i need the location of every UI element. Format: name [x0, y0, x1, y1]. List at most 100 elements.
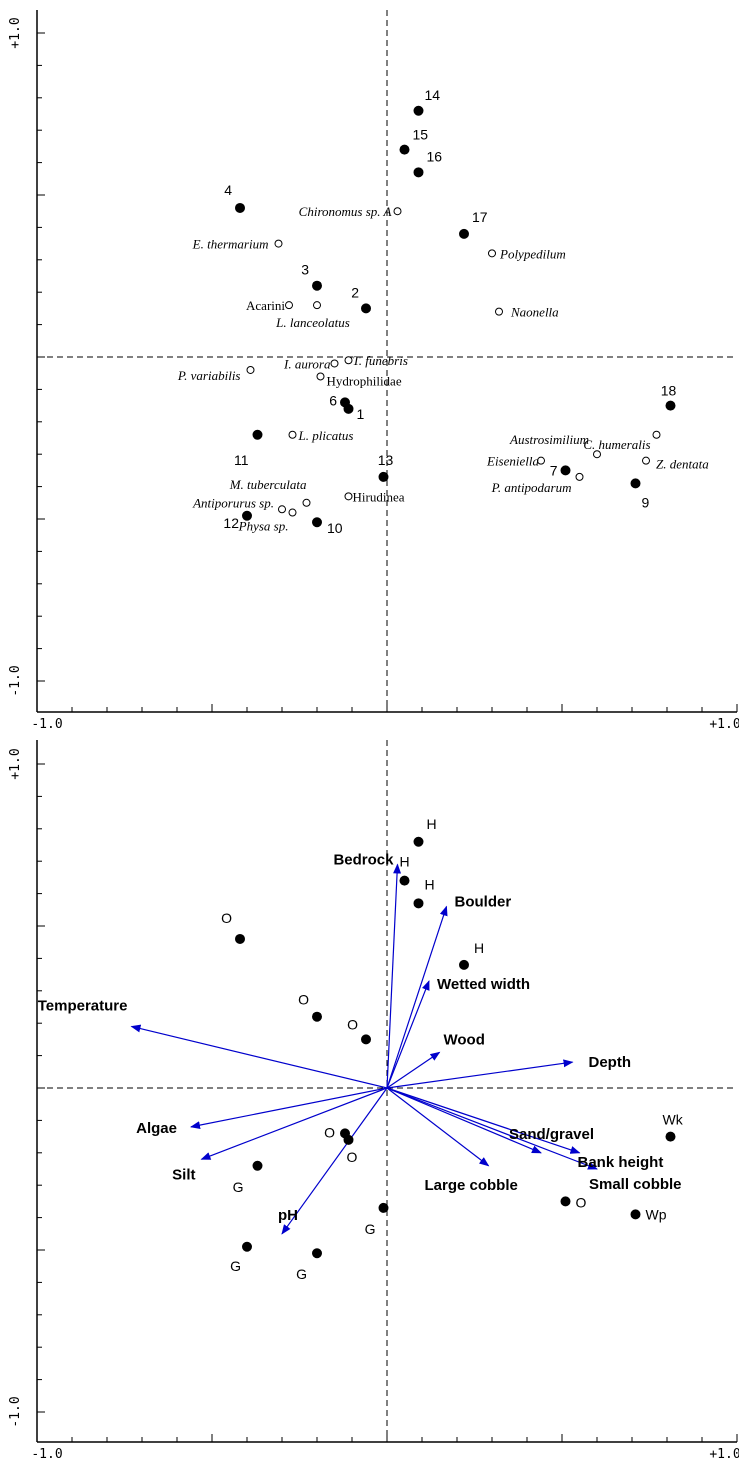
env-vector — [386, 1059, 574, 1089]
species-label: C. humeralis — [583, 437, 650, 452]
site-point — [361, 303, 371, 314]
species-point — [246, 365, 255, 374]
site-label: 18 — [661, 383, 677, 399]
species-point — [330, 359, 339, 368]
env-vector — [386, 863, 402, 1089]
species-label: Chironomus sp. A — [299, 204, 392, 219]
env-vector — [386, 1051, 441, 1089]
site-group-label: Wk — [663, 1112, 684, 1128]
species-label: Polypedilum — [499, 246, 566, 261]
species-label: Naonella — [510, 305, 559, 320]
site-point — [665, 1131, 676, 1142]
site-label: 2 — [351, 284, 359, 300]
env-vector — [386, 1087, 542, 1154]
x-min-label: -1.0 — [31, 1447, 62, 1462]
env-vector-label: Temperature — [38, 997, 128, 1014]
env-vector-label: Large cobble — [425, 1177, 518, 1194]
env-vector-label: Algae — [136, 1120, 177, 1137]
site-point — [242, 1241, 252, 1252]
site-label: 15 — [413, 127, 429, 143]
env-vector — [190, 1087, 388, 1130]
species-point — [652, 430, 661, 439]
species-label: Hirudinea — [353, 489, 405, 504]
env-vector-label: Bedrock — [333, 851, 394, 868]
site-label: 14 — [425, 87, 441, 103]
site-label: 12 — [223, 515, 239, 531]
site-point — [361, 1034, 371, 1045]
site-group-label: O — [221, 910, 232, 926]
species-point — [495, 307, 503, 316]
species-label: Z. dentata — [656, 457, 709, 472]
site-group-label: Wp — [646, 1206, 667, 1222]
site-group-label: H — [399, 854, 409, 870]
site-point — [378, 471, 389, 482]
species-label: I. aurora — [283, 356, 331, 371]
site-point — [312, 1248, 322, 1259]
species-point — [274, 239, 283, 248]
site-group-label: O — [576, 1194, 587, 1210]
env-vector — [281, 1087, 388, 1235]
site-point — [413, 167, 424, 178]
site-group-label: G — [365, 1221, 376, 1237]
site-point — [630, 478, 641, 489]
species-label: P. antipodarum — [491, 480, 572, 495]
site-group-label: G — [296, 1266, 307, 1282]
species-point — [316, 372, 325, 381]
site-point — [560, 1196, 571, 1207]
site-group-label: G — [230, 1258, 241, 1274]
site-point — [399, 144, 410, 155]
species-label: L. plicatus — [298, 428, 354, 443]
env-vector — [386, 905, 448, 1089]
env-vector — [386, 1087, 490, 1167]
site-point — [343, 1134, 354, 1145]
y-min-label: -1.0 — [8, 665, 23, 696]
panel-bottom: +1.0 -1.0 -1.0 +1.0 Bedrock Boulder Wetted wid… — [8, 740, 739, 1462]
env-vector-label: Small cobble — [589, 1176, 682, 1193]
site-point — [413, 836, 424, 847]
env-vector — [130, 1024, 388, 1089]
species-label: T. funebris — [353, 353, 408, 368]
site-group-label: O — [324, 1124, 335, 1140]
env-vector-label: Boulder — [455, 894, 512, 911]
species-point — [302, 498, 311, 507]
site-point — [343, 403, 354, 414]
env-vector-label: pH — [278, 1207, 298, 1224]
site-point — [252, 1160, 263, 1171]
species-point — [285, 301, 293, 310]
species-label: Austrosimilium — [509, 432, 589, 447]
site-point — [630, 1209, 641, 1220]
species-point — [642, 456, 650, 465]
site-point — [242, 510, 252, 521]
site-point — [413, 105, 424, 116]
env-vector — [200, 1087, 388, 1160]
species-label: Antiporurus sp. — [192, 495, 274, 510]
y-max-label: +1.0 — [8, 748, 23, 779]
x-min-label: -1.0 — [31, 717, 62, 732]
site-point — [235, 933, 245, 944]
species-point — [344, 356, 353, 365]
species-point — [593, 450, 601, 459]
site-group-label: O — [298, 992, 309, 1008]
species-label: Eiseniella — [486, 454, 539, 469]
site-group-label: G — [233, 1179, 244, 1195]
site-label: 9 — [642, 494, 650, 510]
site-label: 11 — [234, 452, 249, 468]
env-vector-label: Wetted width — [437, 976, 530, 993]
species-label: Acarini — [246, 298, 285, 313]
species-label: M. tuberculata — [229, 477, 307, 492]
species-point — [288, 508, 297, 517]
site-point — [312, 517, 322, 528]
species-point — [278, 505, 286, 514]
env-vector-label: Bank height — [578, 1154, 664, 1171]
site-label: 13 — [378, 452, 394, 468]
site-label: 16 — [427, 148, 443, 164]
site-group-label: H — [425, 876, 435, 892]
site-group-label: H — [427, 816, 437, 832]
y-min-label: -1.0 — [8, 1396, 23, 1427]
species-point — [344, 492, 353, 501]
species-label: E. thermarium — [192, 237, 269, 252]
x-max-label: +1.0 — [709, 717, 739, 732]
site-point — [312, 280, 322, 291]
